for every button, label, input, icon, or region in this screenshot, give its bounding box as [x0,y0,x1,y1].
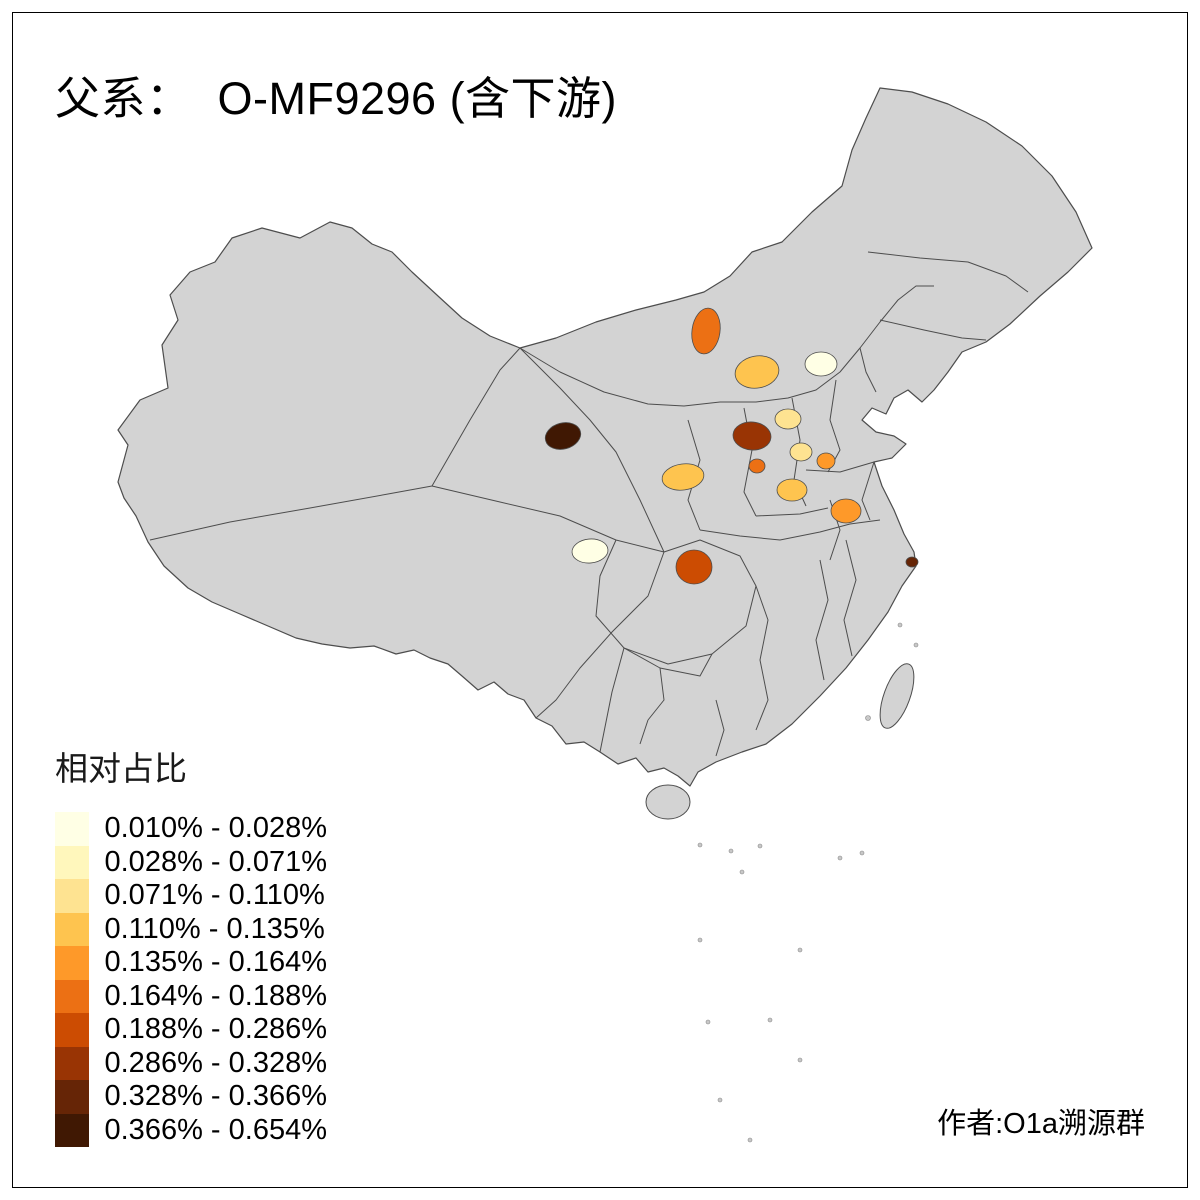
legend-label: 0.328% - 0.366% [104,1080,327,1113]
map-region [691,307,721,355]
china-landmass [117,87,1093,787]
map-region [571,538,609,564]
legend-row: 0.135% - 0.164% [55,946,327,980]
legend-swatch [55,879,89,913]
map-region [675,549,713,585]
legend-label: 0.286% - 0.328% [104,1046,327,1079]
legend-row: 0.366% - 0.654% [55,1113,327,1147]
map-region [804,351,838,377]
legend-label: 0.071% - 0.110% [104,879,325,912]
legend-label: 0.028% - 0.071% [104,845,327,878]
legend: 相对占比 0.010% - 0.028% 0.028% - 0.071% 0.071… [55,742,327,1147]
legend-swatch [55,912,89,946]
map-region [734,355,780,389]
legend-row: 0.071% - 0.110% [55,879,327,913]
map-region [774,408,802,430]
legend-swatch [55,812,89,846]
islands [645,622,919,1143]
map-region [905,556,919,568]
legend-row: 0.028% - 0.071% [55,845,327,879]
legend-label: 0.366% - 0.654% [104,1113,327,1146]
legend-row: 0.286% - 0.328% [55,1046,327,1080]
map-region [816,452,836,470]
legend-swatch [55,979,89,1013]
legend-swatch [55,845,89,879]
legend-swatch [55,946,89,980]
map-region [830,498,862,524]
legend-row: 0.188% - 0.286% [55,1013,327,1047]
map-region [748,458,766,474]
legend-label: 0.188% - 0.286% [104,1013,327,1046]
attribution: 作者:O1a溯源群 [937,1108,1145,1140]
highlighted-regions [544,307,919,585]
map-region [776,478,808,502]
legend-swatch [55,1046,89,1080]
map-region [661,463,705,491]
legend-row: 0.110% - 0.135% [55,912,327,946]
legend-label: 0.010% - 0.028% [104,812,327,845]
taiwan-island [879,663,915,729]
sea-islets [697,622,919,1143]
legend-label: 0.164% - 0.188% [104,979,327,1012]
map-region [789,442,813,462]
legend-swatch [55,1113,89,1147]
legend-swatch [55,1013,89,1047]
legend-title: 相对占比 [55,750,187,787]
hainan-island [645,784,691,820]
legend-swatch [55,1080,89,1114]
page-title: 父系： O-MF9296 (含下游) [55,73,618,124]
legend-row: 0.010% - 0.028% [55,812,327,846]
legend-rows: 0.010% - 0.028% 0.028% - 0.071% 0.071% - 0… [55,812,327,1147]
map-region [732,421,772,451]
legend-label: 0.110% - 0.135% [104,912,325,945]
legend-label: 0.135% - 0.164% [104,946,327,979]
legend-row: 0.328% - 0.366% [55,1080,327,1114]
map-region [544,422,582,450]
legend-row: 0.164% - 0.188% [55,979,327,1013]
